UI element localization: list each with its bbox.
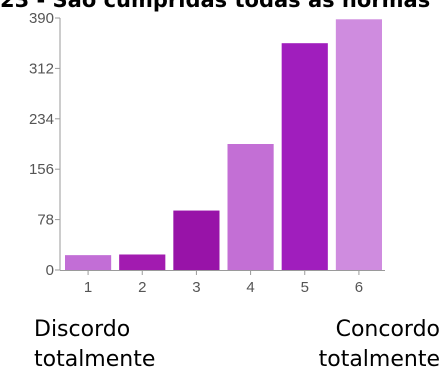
y-tick-label: 78 — [37, 212, 54, 229]
bar — [335, 19, 382, 270]
bar — [281, 43, 328, 271]
x-tick-label: 2 — [138, 279, 146, 296]
y-tick-label: 0 — [46, 262, 54, 279]
bar — [65, 255, 112, 270]
scale-max-line2: totalmente — [318, 347, 440, 372]
x-tick-label: 4 — [246, 279, 254, 296]
scale-min-caption: Discordo totalmente — [34, 315, 155, 375]
scale-max-line1: Concordo — [335, 317, 440, 342]
x-tick-label: 5 — [301, 279, 309, 296]
bar — [173, 210, 220, 270]
scale-min-line2: totalmente — [34, 347, 156, 372]
y-tick-label: 156 — [29, 161, 54, 178]
x-tick-label: 6 — [355, 279, 363, 296]
scale-max-caption: Concordo totalmente — [319, 315, 440, 375]
x-tick-label: 1 — [84, 279, 92, 296]
bar — [227, 144, 274, 270]
bar — [119, 254, 166, 270]
y-tick-label: 390 — [29, 10, 54, 27]
x-tick-label: 3 — [192, 279, 200, 296]
chart-title: 23 - São cumpridas todas as normas — [0, 0, 431, 12]
y-tick-label: 234 — [29, 111, 54, 128]
scale-min-line1: Discordo — [34, 317, 131, 342]
y-tick-label: 312 — [29, 60, 54, 77]
